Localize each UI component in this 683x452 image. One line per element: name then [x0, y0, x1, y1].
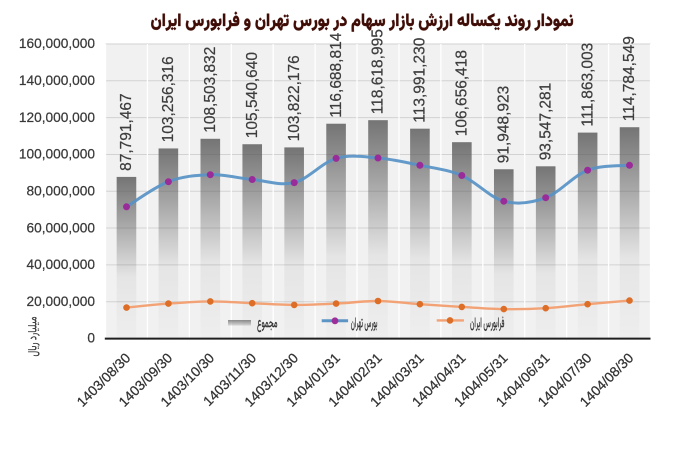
- svg-text:108,503,832: 108,503,832: [202, 47, 219, 133]
- svg-text:40,000,000: 40,000,000: [26, 257, 95, 272]
- svg-text:80,000,000: 80,000,000: [26, 183, 95, 198]
- svg-text:106,656,418: 106,656,418: [454, 50, 471, 136]
- svg-text:91,948,923: 91,948,923: [496, 86, 513, 164]
- svg-text:116,688,814: 116,688,814: [328, 32, 345, 117]
- svg-text:113,991,230: 113,991,230: [412, 37, 429, 122]
- svg-text:160,000,000: 160,000,000: [19, 36, 96, 51]
- svg-text:105,540,640: 105,540,640: [244, 52, 261, 139]
- svg-text:114,784,549: 114,784,549: [621, 36, 638, 121]
- svg-text:103,822,176: 103,822,176: [286, 55, 303, 141]
- svg-text:93,547,281: 93,547,281: [537, 83, 554, 161]
- svg-text:60,000,000: 60,000,000: [26, 220, 95, 235]
- svg-text:118,618,995: 118,618,995: [370, 29, 387, 114]
- svg-text:20,000,000: 20,000,000: [26, 294, 95, 309]
- svg-text:103,256,316: 103,256,316: [160, 56, 177, 142]
- svg-text:87,791,467: 87,791,467: [118, 93, 135, 171]
- svg-text:140,000,000: 140,000,000: [19, 73, 96, 88]
- svg-text:120,000,000: 120,000,000: [19, 110, 96, 125]
- svg-text:0: 0: [87, 331, 95, 346]
- svg-text:111,863,003: 111,863,003: [579, 43, 596, 127]
- svg-text:100,000,000: 100,000,000: [19, 147, 96, 162]
